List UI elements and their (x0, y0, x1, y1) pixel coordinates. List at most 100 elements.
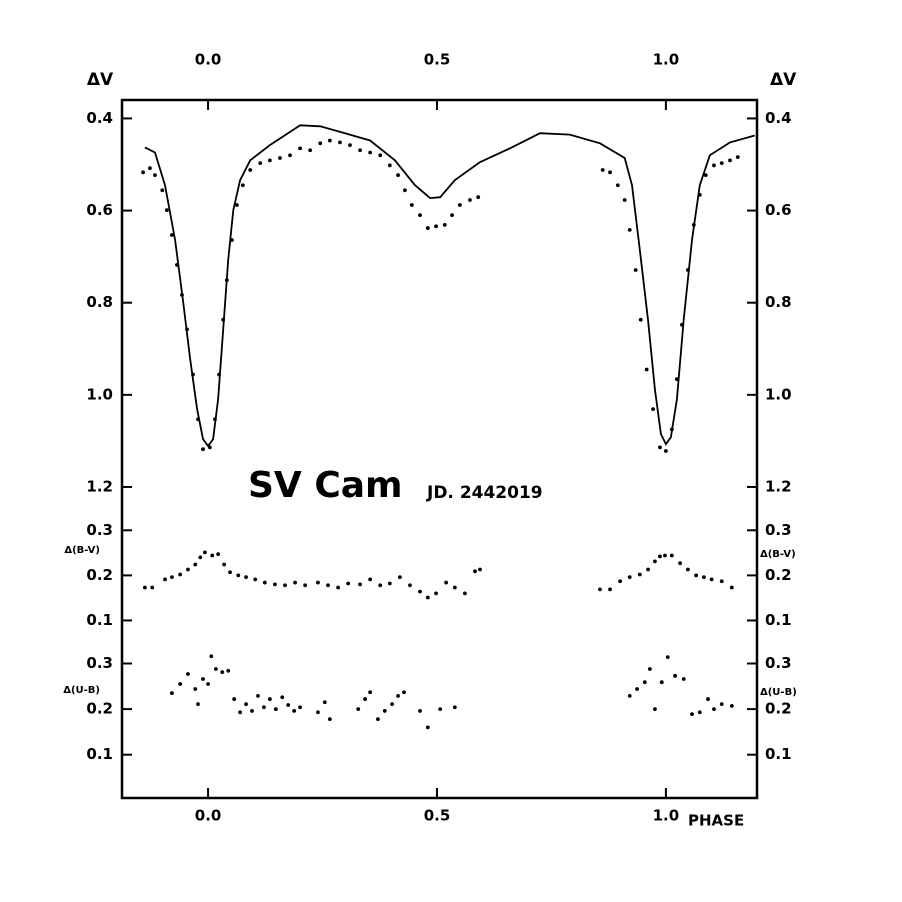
data-point (382, 709, 387, 713)
data-point (303, 583, 308, 588)
data-point (170, 575, 174, 580)
data-point (244, 702, 248, 706)
data-point (397, 575, 402, 580)
y-axis-label: Δ(U-B) (63, 685, 100, 696)
data-point (598, 587, 602, 592)
y-tick-label: 0.4 (86, 109, 113, 127)
data-point (685, 567, 690, 572)
data-point (425, 725, 430, 730)
y-tick-label-right: 0.1 (765, 611, 792, 629)
data-point (358, 148, 362, 153)
data-point (387, 163, 392, 168)
data-point (232, 697, 237, 701)
data-point (678, 561, 682, 566)
data-point (191, 372, 195, 377)
data-point (288, 153, 292, 158)
data-point (293, 580, 297, 585)
data-point (224, 278, 229, 283)
data-point (627, 575, 632, 580)
data-point (368, 150, 373, 155)
data-point (434, 224, 438, 229)
y-tick-label-right: 0.2 (765, 700, 792, 718)
model-curve (144, 124, 755, 448)
data-point (338, 140, 342, 145)
data-point (327, 717, 332, 722)
x-tick-label: 1.0 (653, 807, 680, 825)
data-point (608, 170, 612, 175)
data-point (408, 583, 412, 588)
y-axis-label: ΔV (87, 70, 114, 90)
data-point (719, 161, 724, 166)
data-point (635, 687, 639, 691)
plot-frame (120, 98, 759, 800)
data-point (170, 691, 174, 696)
data-point (196, 417, 200, 422)
data-point (262, 705, 266, 710)
data-point (316, 710, 320, 715)
data-point (396, 693, 400, 698)
data-point (221, 317, 226, 322)
data-point (253, 577, 258, 582)
annotation: JD. 2442019 (426, 483, 543, 503)
data-point (368, 690, 373, 695)
data-point (238, 710, 243, 715)
data-point (703, 173, 708, 177)
data-point (681, 677, 686, 681)
data-point (653, 559, 657, 564)
data-point (213, 417, 217, 422)
data-point (163, 577, 167, 582)
data-point (180, 292, 184, 297)
data-point (256, 693, 260, 698)
data-point (644, 367, 649, 372)
data-point (217, 372, 221, 377)
y-tick-label-right: 1.2 (765, 477, 792, 495)
data-point (278, 156, 282, 160)
data-point (663, 449, 668, 453)
data-point (316, 580, 320, 585)
data-point (434, 591, 438, 596)
data-point (378, 583, 383, 588)
y-tick-label: 0.6 (86, 201, 113, 219)
data-point (674, 377, 679, 382)
data-point (283, 583, 287, 588)
y-tick-label: 0.3 (86, 654, 113, 672)
y-tick-label-right: 0.4 (765, 109, 792, 127)
data-point (409, 203, 414, 207)
data-point (356, 707, 361, 712)
data-point (396, 173, 400, 177)
data-point (193, 562, 198, 567)
data-point (729, 585, 734, 590)
data-point (478, 567, 482, 572)
data-point (694, 573, 699, 578)
data-point (647, 667, 652, 671)
x-tick-label: 0.0 (195, 807, 222, 825)
data-point (463, 591, 467, 596)
data-point (273, 707, 278, 712)
x-tick-label: 0.5 (424, 51, 451, 69)
y-tick-label-right: 0.3 (765, 654, 792, 672)
data-point (226, 668, 231, 673)
data-point (697, 192, 702, 197)
data-point (729, 704, 734, 708)
x-tick-label: 1.0 (653, 51, 680, 69)
y-tick-label-right: 0.6 (765, 201, 792, 219)
data-point (250, 709, 254, 713)
y-axis-label-right: Δ(B-V) (760, 549, 796, 560)
data-point (298, 705, 302, 710)
y-tick-label-right: 0.1 (765, 745, 792, 763)
data-point (658, 445, 662, 450)
data-point (690, 712, 694, 717)
data-point (244, 575, 248, 580)
data-point (728, 158, 732, 163)
data-point (701, 575, 706, 580)
data-point (403, 188, 407, 193)
data-point (653, 707, 657, 712)
data-point (160, 188, 165, 193)
data-point (600, 168, 605, 172)
data-point (622, 198, 627, 202)
data-point (170, 233, 174, 237)
y-tick-label: 0.8 (86, 293, 113, 311)
data-point (618, 579, 623, 584)
y-axis-label-right: Δ(U-B) (760, 687, 797, 698)
